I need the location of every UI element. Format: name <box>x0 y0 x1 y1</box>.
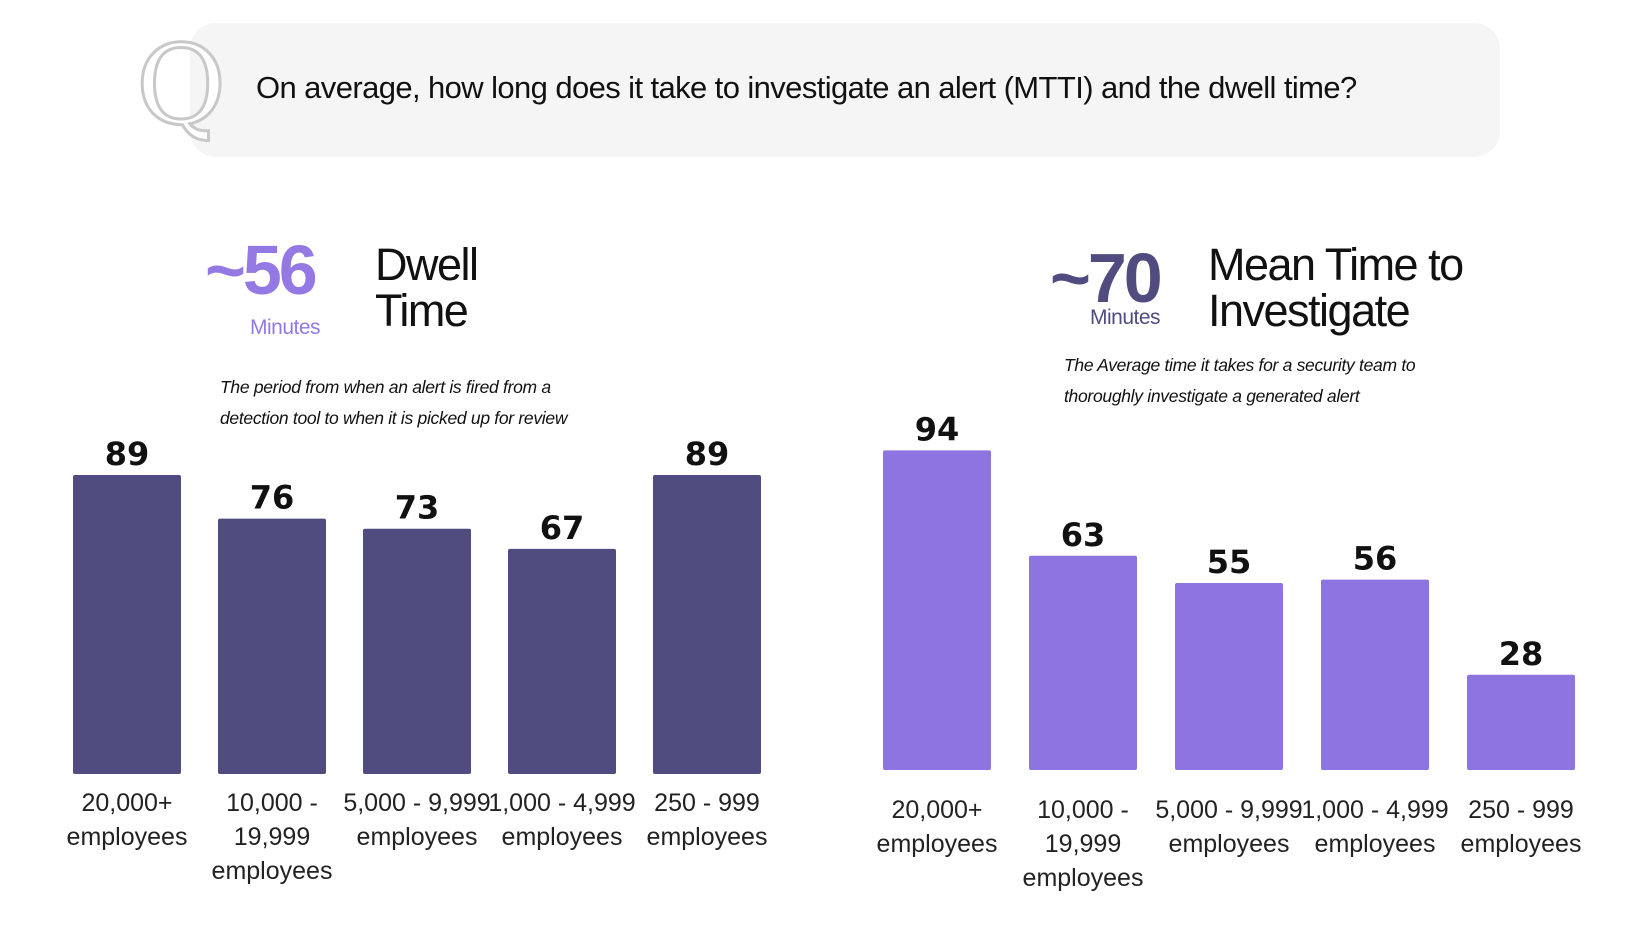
headline: ~56 <box>205 231 318 309</box>
bar <box>1029 555 1137 770</box>
value-label: 55 <box>1207 543 1252 581</box>
category-label: 20,000+ employees <box>66 789 188 851</box>
bar <box>1175 583 1283 770</box>
category-label: 250 - 999 employees <box>1460 796 1582 858</box>
category-label: 10,000 - 19,999 employees <box>1022 796 1144 892</box>
value-label: 56 <box>1353 540 1398 578</box>
question-icon: Q <box>134 21 227 149</box>
value-label: 76 <box>250 479 295 517</box>
bar <box>363 528 471 774</box>
unit: Minutes <box>250 316 321 339</box>
question-box <box>190 23 1500 157</box>
category-label: 5,000 - 9,999 employees <box>1155 796 1303 858</box>
description: The Average time it takes for a security… <box>1064 355 1416 406</box>
question-text: On average, how long does it take to inv… <box>256 70 1357 105</box>
category-label: 1,000 - 4,999 employees <box>1301 796 1449 858</box>
bar <box>508 548 616 774</box>
bar <box>1321 579 1429 770</box>
category-label: 250 - 999 employees <box>646 789 768 851</box>
chart-title: Dwell Time <box>375 239 479 336</box>
description: The period from when an alert is fired f… <box>220 377 568 428</box>
value-label: 67 <box>540 509 585 547</box>
headline: ~70 <box>1050 239 1163 317</box>
bar <box>1467 674 1575 770</box>
value-label: 28 <box>1499 635 1544 673</box>
category-label: 10,000 - 19,999 employees <box>211 789 333 885</box>
bar <box>883 450 991 770</box>
bar <box>218 518 326 774</box>
value-label: 94 <box>915 410 960 448</box>
value-label: 89 <box>105 435 150 473</box>
category-label: 20,000+ employees <box>876 796 998 858</box>
bar <box>73 474 181 774</box>
unit: Minutes <box>1090 306 1161 329</box>
category-label: 1,000 - 4,999 employees <box>488 789 636 851</box>
value-label: 63 <box>1061 516 1106 554</box>
chart-title: Mean Time to Investigate <box>1208 239 1464 336</box>
bar <box>653 474 761 774</box>
value-label: 73 <box>395 489 440 527</box>
category-label: 5,000 - 9,999 employees <box>343 789 491 851</box>
value-label: 89 <box>685 435 730 473</box>
